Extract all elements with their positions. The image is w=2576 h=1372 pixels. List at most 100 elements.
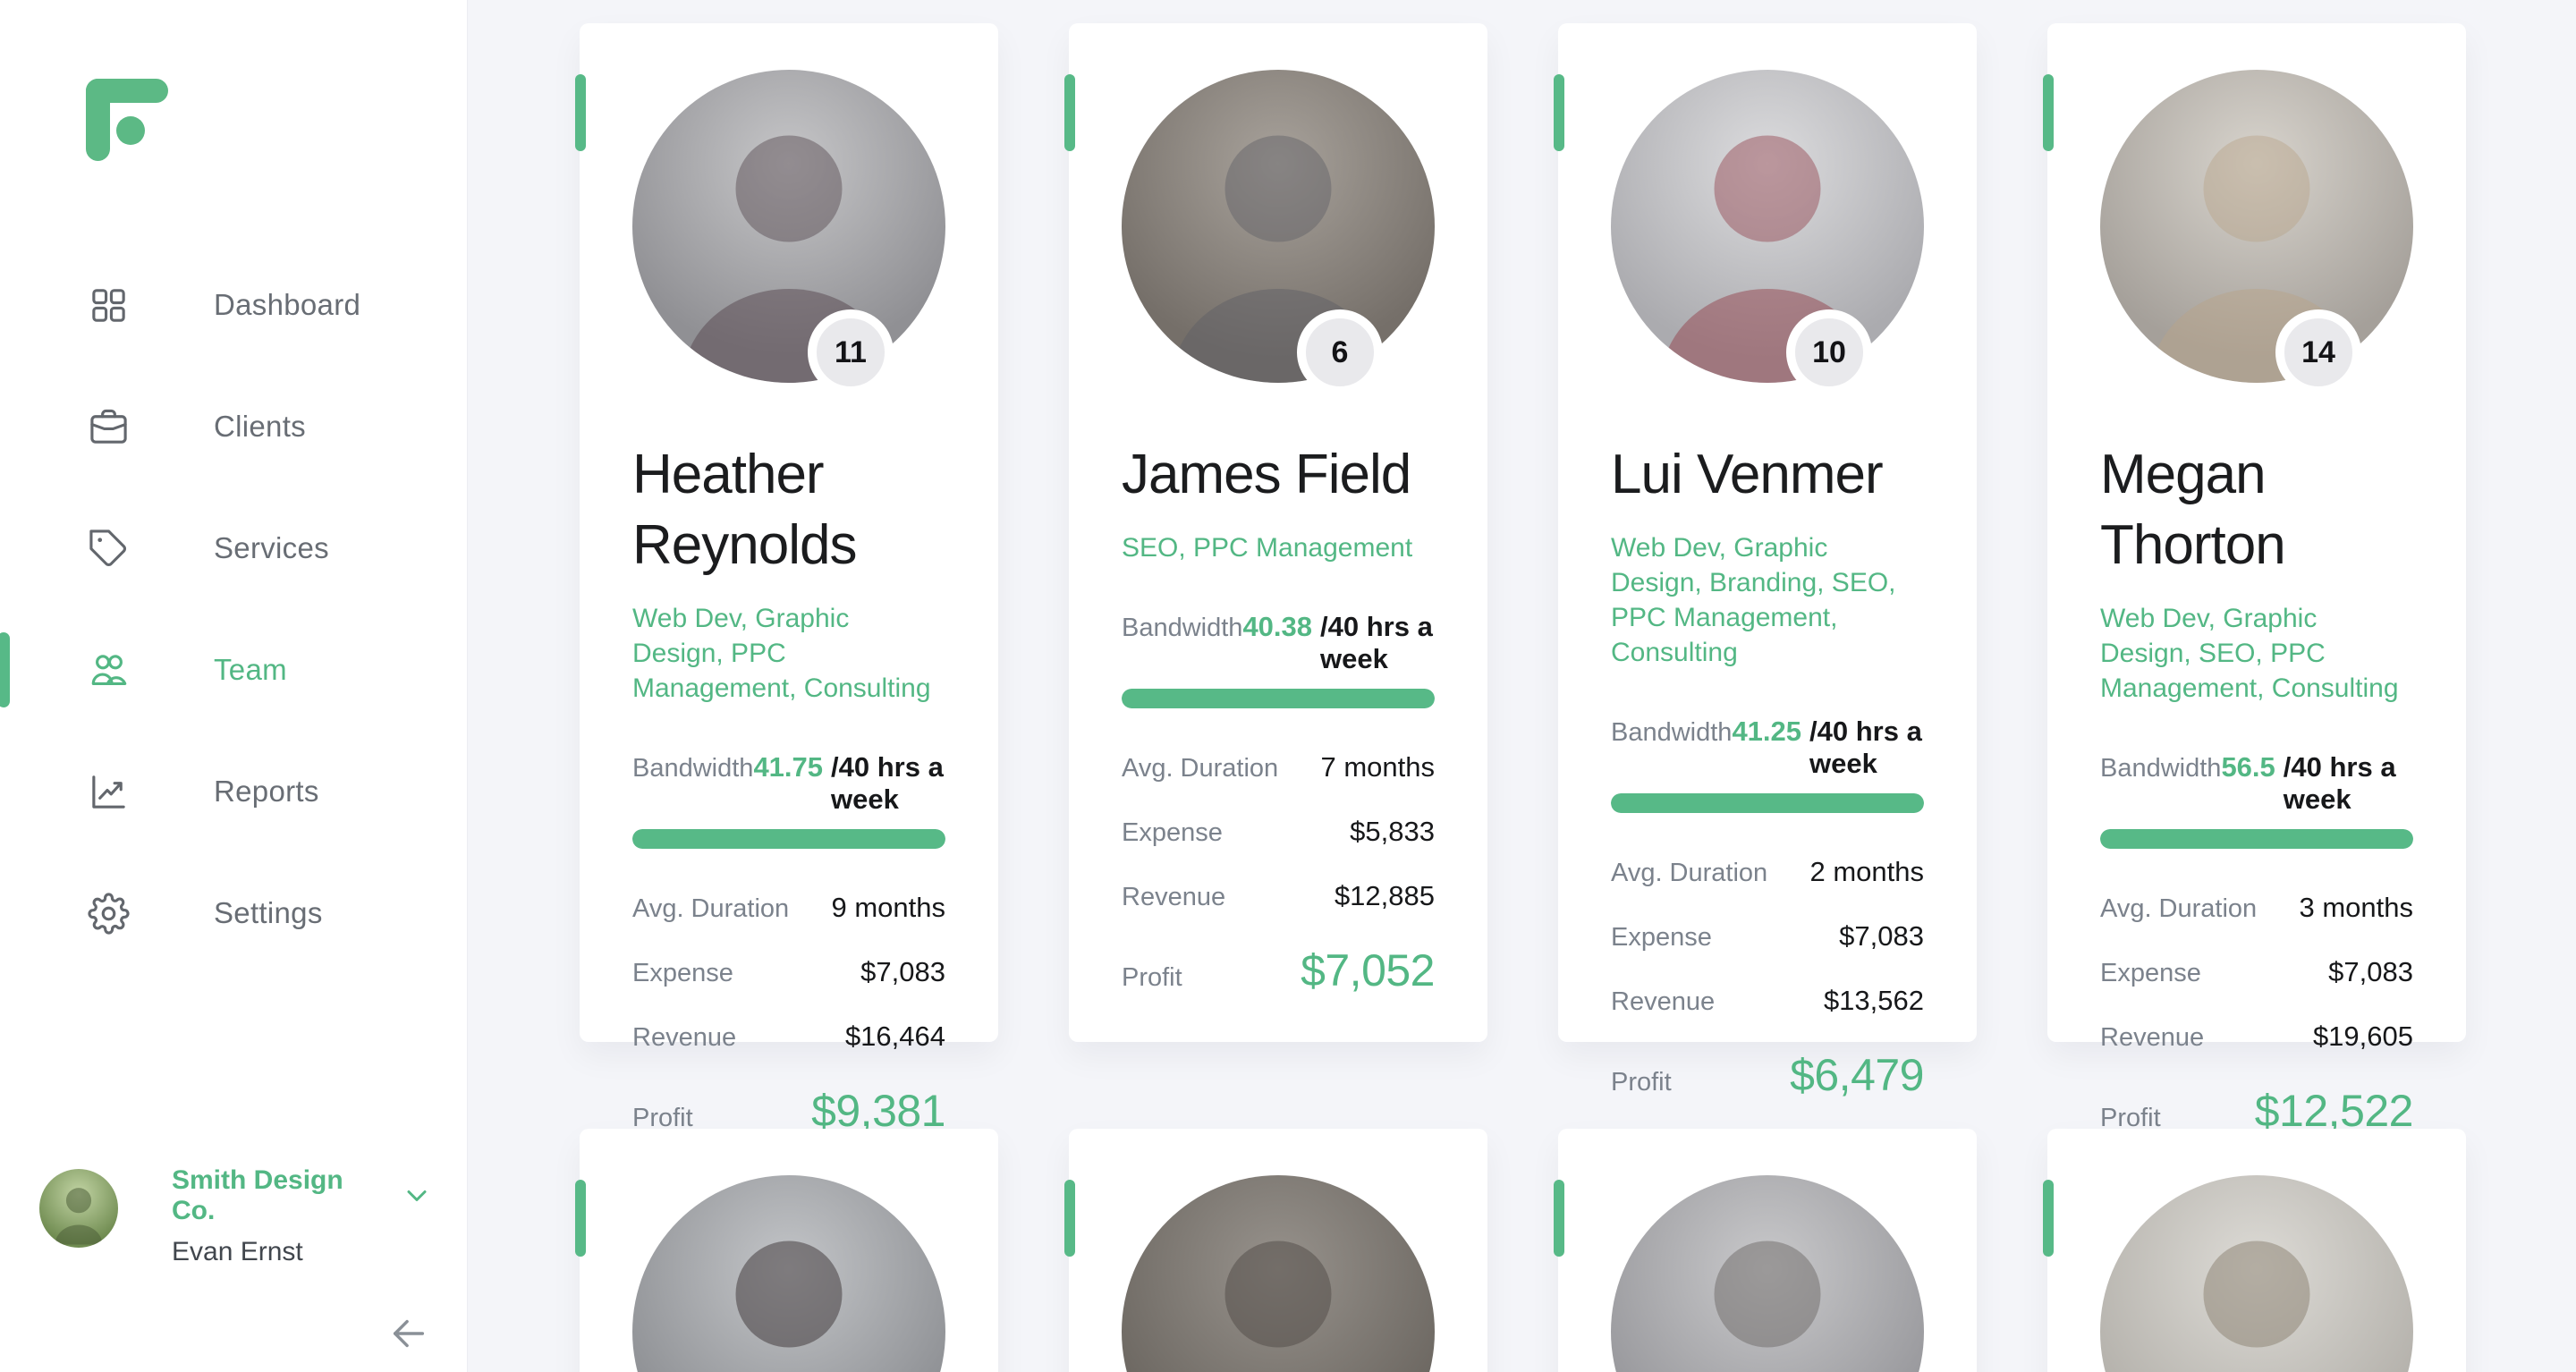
chevron-down-icon[interactable] [401, 1180, 433, 1212]
team-member-card[interactable]: 10 Lui Venmer Web Dev, Graphic Design, B… [1554, 23, 1977, 1100]
bandwidth-progress-fill [632, 829, 945, 849]
active-item-indicator [0, 632, 10, 707]
member-name: Heather Reynolds [632, 444, 857, 576]
bandwidth-unit: /40 hrs a week [831, 751, 944, 815]
client-count-badge: 11 [808, 309, 894, 395]
profit-label: Profit [632, 1104, 693, 1132]
member-services: Web Dev, Graphic Design, SEO, PPC Manage… [2100, 604, 2399, 703]
client-count-badge: 10 [1786, 309, 1872, 395]
member-photo [632, 1175, 945, 1372]
client-count-badge: 14 [2275, 309, 2361, 395]
sidebar-item-settings[interactable]: Settings [0, 852, 467, 974]
expense-label: Expense [1122, 818, 1223, 847]
sidebar-item-dashboard[interactable]: Dashboard [0, 244, 467, 366]
bandwidth-label: Bandwidth [632, 754, 754, 783]
revenue-label: Revenue [1122, 883, 1226, 911]
revenue-label: Revenue [632, 1023, 737, 1052]
sidebar-item-label: Settings [214, 896, 323, 929]
member-name: Lui Venmer [1611, 444, 1884, 505]
expense-value: $5,833 [1350, 816, 1435, 847]
member-services: Web Dev, Graphic Design, PPC Management,… [632, 604, 931, 703]
revenue-value: $13,562 [1823, 985, 1924, 1016]
bandwidth-unit: /40 hrs a week [2283, 751, 2396, 815]
arrow-left-icon [388, 1319, 429, 1357]
company-name[interactable]: Smith Design Co. [172, 1165, 343, 1225]
brand-logo [86, 79, 168, 161]
card-accent-bar [575, 1180, 586, 1257]
sidebar-nav: Dashboard Clients Services [0, 244, 467, 974]
team-member-card[interactable] [1554, 1129, 1977, 1372]
bandwidth-progress-bar [2100, 829, 2413, 849]
bandwidth-progress-fill [1122, 689, 1435, 708]
bandwidth-value: 41.75 [753, 751, 824, 783]
team-member-card[interactable]: 11 Heather Reynolds Web Dev, Graphic Des… [575, 23, 998, 1136]
user-avatar [39, 1169, 118, 1248]
revenue-value: $16,464 [844, 1021, 945, 1052]
profit-label: Profit [2100, 1104, 2161, 1132]
member-services: SEO, PPC Management [1122, 533, 1413, 563]
bandwidth-value: 56.5 [2221, 751, 2275, 783]
users-icon [88, 649, 130, 691]
member-photo [1122, 1175, 1435, 1372]
profit-label: Profit [1122, 963, 1182, 992]
sidebar: Dashboard Clients Services [0, 0, 468, 1372]
expense-value: $7,083 [2328, 956, 2413, 987]
bandwidth-label: Bandwidth [1122, 614, 1243, 642]
revenue-value: $19,605 [2312, 1021, 2413, 1052]
profit-value: $6,479 [1790, 1050, 1924, 1100]
member-photo [632, 70, 945, 383]
avg-duration-label: Avg. Duration [1122, 754, 1279, 783]
sidebar-item-label: Clients [214, 410, 306, 443]
team-member-card[interactable] [575, 1129, 998, 1372]
team-cards-grid: 11 Heather Reynolds Web Dev, Graphic Des… [575, 23, 2576, 1372]
member-services: Web Dev, Graphic Design, Branding, SEO, … [1611, 533, 1896, 667]
expense-value: $7,083 [1839, 920, 1924, 952]
member-photo [1611, 70, 1924, 383]
card-accent-bar [2043, 74, 2054, 151]
bandwidth-value: 40.38 [1242, 611, 1313, 642]
profit-value: $7,052 [1301, 945, 1435, 995]
team-member-card[interactable]: 14 Megan Thorton Web Dev, Graphic Design… [2043, 23, 2466, 1136]
tag-icon [88, 528, 130, 570]
avg-duration-label: Avg. Duration [2100, 894, 2258, 923]
sidebar-item-team[interactable]: Team [0, 609, 467, 731]
bandwidth-progress-bar [1122, 689, 1435, 708]
sidebar-item-label: Reports [214, 775, 319, 808]
bandwidth-label: Bandwidth [1611, 718, 1733, 747]
member-name: Megan Thorton [2100, 444, 2286, 576]
avg-duration-label: Avg. Duration [1611, 859, 1768, 887]
sidebar-item-reports[interactable]: Reports [0, 731, 467, 852]
expense-label: Expense [1611, 923, 1712, 952]
sidebar-item-services[interactable]: Services [0, 487, 467, 609]
card-accent-bar [1554, 74, 1564, 151]
member-photo [1611, 1175, 1924, 1372]
bandwidth-label: Bandwidth [2100, 754, 2222, 783]
sidebar-item-label: Team [214, 653, 287, 686]
card-accent-bar [575, 74, 586, 151]
sidebar-item-clients[interactable]: Clients [0, 366, 467, 487]
chart-icon [88, 771, 130, 813]
gear-icon [88, 892, 130, 935]
expense-label: Expense [632, 959, 733, 987]
team-member-card[interactable]: 6 James Field SEO, PPC Management Bandwi… [1064, 23, 1487, 1042]
bandwidth-unit: /40 hrs a week [1320, 611, 1433, 674]
profit-value: $9,381 [811, 1086, 945, 1136]
avg-duration-value: 3 months [2299, 892, 2413, 923]
revenue-label: Revenue [1611, 987, 1716, 1016]
avg-duration-label: Avg. Duration [632, 894, 790, 923]
avg-duration-value: 7 months [1320, 751, 1435, 783]
bandwidth-progress-fill [1611, 793, 1924, 813]
team-member-card[interactable] [2043, 1129, 2466, 1372]
revenue-label: Revenue [2100, 1023, 2205, 1052]
card-accent-bar [1064, 74, 1075, 151]
member-photo [2100, 70, 2413, 383]
sidebar-item-label: Services [214, 531, 329, 564]
collapse-sidebar-button[interactable] [388, 1313, 429, 1354]
briefcase-icon [88, 406, 130, 448]
client-count-badge: 6 [1297, 309, 1383, 395]
expense-value: $7,083 [860, 956, 945, 987]
team-member-card[interactable] [1064, 1129, 1487, 1372]
grid-icon [88, 284, 130, 326]
card-accent-bar [1554, 1180, 1564, 1257]
account-switcher: Smith Design Co. Evan Ernst [39, 1165, 433, 1267]
